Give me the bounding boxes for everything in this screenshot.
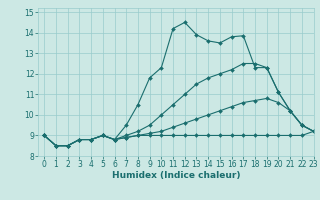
X-axis label: Humidex (Indice chaleur): Humidex (Indice chaleur) [112,171,240,180]
